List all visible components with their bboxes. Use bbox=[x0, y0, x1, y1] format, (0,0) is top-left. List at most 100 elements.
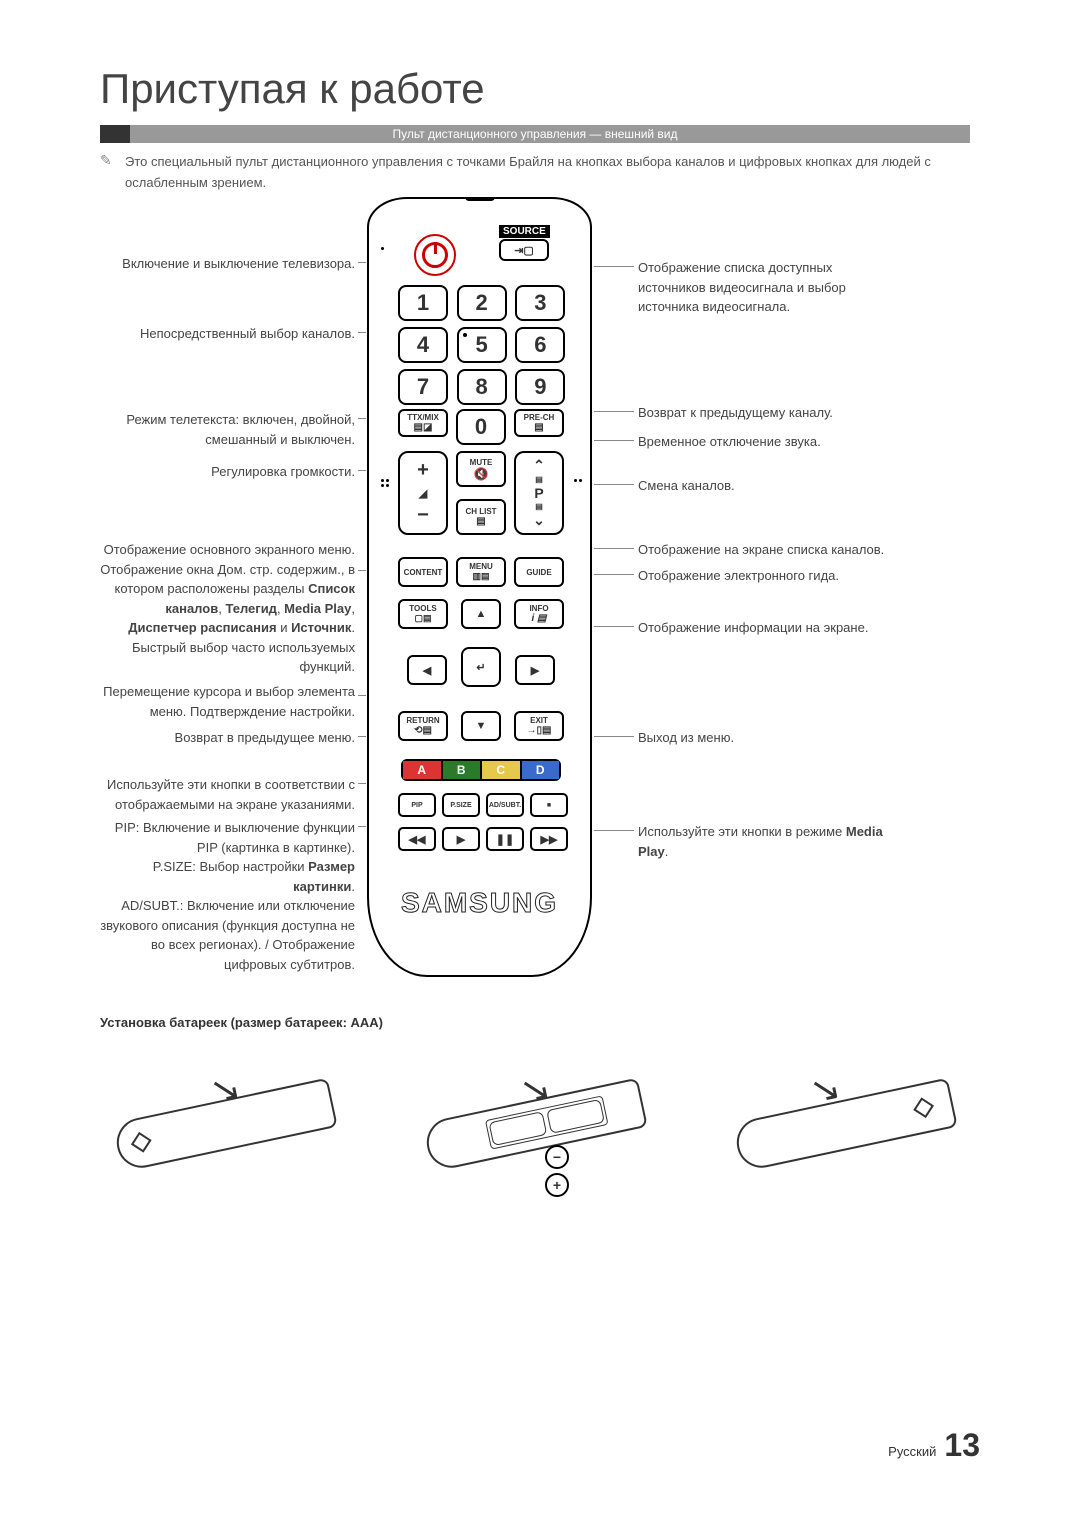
right-callout-8: Используйте эти кнопки в режиме Media Pl… bbox=[638, 822, 898, 852]
vol-plus-icon: + bbox=[417, 459, 429, 482]
adsubt-button[interactable]: AD/SUBT. bbox=[486, 793, 524, 817]
stop-button[interactable]: ■ bbox=[530, 793, 568, 817]
lead-left-6 bbox=[358, 736, 366, 737]
color-buttons-row: ABCD bbox=[401, 759, 561, 781]
lead-right-7 bbox=[594, 736, 634, 737]
source-button[interactable]: ⇥▢ bbox=[499, 239, 549, 261]
lead-left-4 bbox=[358, 570, 366, 571]
prech-button[interactable]: PRE-CH ▤ bbox=[514, 409, 564, 437]
media-1-button[interactable]: ▶ bbox=[442, 827, 480, 851]
banner-accent bbox=[100, 125, 130, 143]
chlist-label: CH LIST bbox=[465, 507, 496, 516]
ch-p-label: P bbox=[534, 485, 543, 501]
num-7-button[interactable]: 7 bbox=[398, 369, 448, 405]
left-callout-4: Отображение основного экранного меню.Ото… bbox=[95, 540, 355, 570]
tools-button[interactable]: TOOLS ▢▤ bbox=[398, 599, 448, 629]
media-0-button[interactable]: ◀◀ bbox=[398, 827, 436, 851]
exit-button[interactable]: EXIT →▯▤ bbox=[514, 711, 564, 741]
color-D-button[interactable]: D bbox=[522, 761, 560, 779]
return-button[interactable]: RETURN ⟲▤ bbox=[398, 711, 448, 741]
battery-fig-3: ↘ bbox=[720, 1060, 970, 1180]
lead-right-0 bbox=[594, 266, 634, 267]
num-6-button[interactable]: 6 bbox=[515, 327, 565, 363]
arrow-up-button[interactable]: ▲ bbox=[461, 599, 501, 629]
ttx-button[interactable]: TTX/MIX ▤◪ bbox=[398, 409, 448, 437]
info-label: INFO bbox=[529, 604, 548, 613]
pip-button[interactable]: PIP bbox=[398, 793, 436, 817]
ir-window bbox=[465, 197, 495, 201]
info-icon: i ▤ bbox=[531, 613, 546, 624]
right-callout-0: Отображение списка доступных источников … bbox=[638, 258, 898, 288]
menu-button[interactable]: MENU ▥▤ bbox=[456, 557, 506, 587]
left-callout-3: Регулировка громкости. bbox=[95, 462, 355, 492]
ttx-label: TTX/MIX bbox=[407, 413, 439, 422]
return-label: RETURN bbox=[406, 716, 439, 725]
braille-dots bbox=[381, 247, 389, 250]
color-B-button[interactable]: B bbox=[443, 761, 483, 779]
num-4-button[interactable]: 4 bbox=[398, 327, 448, 363]
psize-button[interactable]: P.SIZE bbox=[442, 793, 480, 817]
content-button[interactable]: CONTENT bbox=[398, 557, 448, 587]
braille-dots-2 bbox=[381, 479, 389, 487]
color-C-button[interactable]: C bbox=[482, 761, 522, 779]
lead-left-7 bbox=[358, 783, 366, 784]
enter-button[interactable]: ↵ bbox=[461, 647, 501, 687]
num-1-button[interactable]: 1 bbox=[398, 285, 448, 321]
lead-left-3 bbox=[358, 470, 366, 471]
left-callout-7: Используйте эти кнопки в соответствии с … bbox=[95, 775, 355, 805]
lead-right-3 bbox=[594, 484, 634, 485]
lead-left-0 bbox=[358, 262, 366, 263]
num-5-button[interactable]: 5 bbox=[457, 327, 507, 363]
media-2-button[interactable]: ❚❚ bbox=[486, 827, 524, 851]
battery-heading: Установка батареек (размер батареек: AAA… bbox=[100, 1015, 383, 1030]
num-8-button[interactable]: 8 bbox=[457, 369, 507, 405]
chlist-button[interactable]: CH LIST ▤ bbox=[456, 499, 506, 535]
polarity-marks: −+ bbox=[545, 1145, 569, 1197]
arrow-down-button[interactable]: ▼ bbox=[461, 711, 501, 741]
guide-button[interactable]: GUIDE bbox=[514, 557, 564, 587]
lead-right-4 bbox=[594, 548, 634, 549]
arrow-right-button[interactable]: ▶ bbox=[515, 655, 555, 685]
lead-right-2 bbox=[594, 440, 634, 441]
num-0-button[interactable]: 0 bbox=[456, 409, 506, 445]
lead-right-1 bbox=[594, 411, 634, 412]
mute-icon: 🔇 bbox=[474, 467, 489, 481]
number-pad: 123 456 789 bbox=[398, 285, 568, 405]
num-3-button[interactable]: 3 bbox=[515, 285, 565, 321]
note-icon: ✎ bbox=[100, 152, 112, 169]
tools-label: TOOLS bbox=[409, 604, 436, 613]
return-icon: ⟲▤ bbox=[414, 725, 432, 736]
battery-fig-1: ↘ bbox=[100, 1060, 350, 1180]
arrow-left-button[interactable]: ◀ bbox=[407, 655, 447, 685]
right-callout-5: Отображение электронного гида. bbox=[638, 566, 898, 596]
channel-rocker[interactable]: ⌃ ▤ P ▤ ⌄ bbox=[514, 451, 564, 535]
color-A-button[interactable]: A bbox=[403, 761, 443, 779]
num-2-button[interactable]: 2 bbox=[457, 285, 507, 321]
page-footer: Русский 13 bbox=[888, 1427, 980, 1464]
mute-label: MUTE bbox=[470, 458, 493, 467]
media-3-button[interactable]: ▶▶ bbox=[530, 827, 568, 851]
mute-button[interactable]: MUTE 🔇 bbox=[456, 451, 506, 487]
brand-logo: SAMSUNG bbox=[369, 887, 590, 919]
battery-fig-2: ↘ −+ bbox=[410, 1060, 660, 1180]
left-callout-2: Режим телетекста: включен, двойной, смеш… bbox=[95, 410, 355, 440]
prech-icon: ▤ bbox=[534, 422, 543, 433]
right-callout-1: Возврат к предыдущему каналу. bbox=[638, 403, 898, 433]
left-callout-8: PIP: Включение и выключение функции PIP … bbox=[95, 818, 355, 848]
lead-right-6 bbox=[594, 626, 634, 627]
menu-icon: ▥▤ bbox=[472, 571, 489, 582]
remote-outline: SOURCE ⇥▢ 123 456 789 TTX/MIX ▤◪ 0 PRE-CH … bbox=[367, 197, 592, 977]
num-9-button[interactable]: 9 bbox=[515, 369, 565, 405]
info-button[interactable]: INFO i ▤ bbox=[514, 599, 564, 629]
right-callout-7: Выход из меню. bbox=[638, 728, 898, 758]
vol-speaker-icon: ◢ bbox=[419, 487, 427, 500]
function-row: PIP P.SIZE AD/SUBT. ■ bbox=[398, 793, 568, 817]
lead-left-8 bbox=[358, 826, 366, 827]
source-label: SOURCE bbox=[499, 225, 550, 238]
right-callout-3: Смена каналов. bbox=[638, 476, 898, 506]
left-callout-0: Включение и выключение телевизора. bbox=[95, 254, 355, 284]
section-banner: Пульт дистанционного управления — внешни… bbox=[100, 125, 970, 143]
power-button[interactable] bbox=[414, 234, 456, 276]
volume-rocker[interactable]: + ◢ − bbox=[398, 451, 448, 535]
intro-text: Это специальный пульт дистанционного упр… bbox=[125, 152, 945, 194]
